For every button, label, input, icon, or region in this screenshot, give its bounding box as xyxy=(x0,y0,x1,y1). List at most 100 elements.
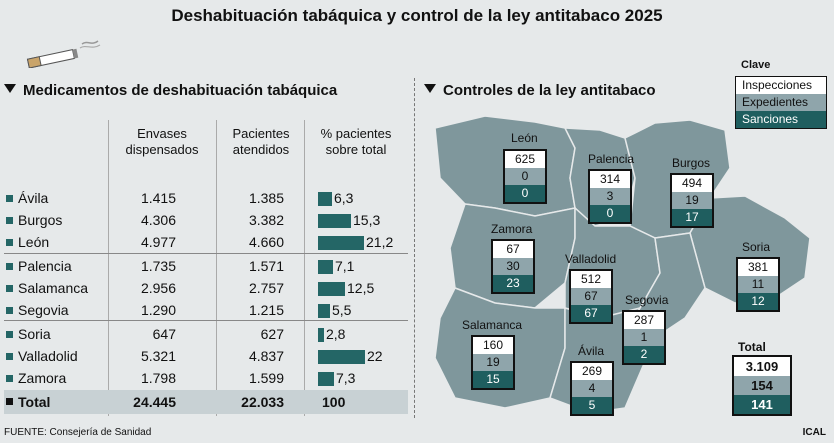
pacientes-value: 3.382 xyxy=(248,212,284,228)
expedientes-value: 1 xyxy=(624,329,664,346)
row-group-separator xyxy=(4,320,408,321)
pct-label: 7,3 xyxy=(336,370,356,386)
table-row: Valladolid 5.321 4.837 22 xyxy=(4,346,408,368)
table-row: Soria 647 627 2,8 xyxy=(4,324,408,346)
pct-label: 22 xyxy=(367,348,383,364)
map-box-palencia: 314 3 0 xyxy=(588,169,632,224)
map-box-segovia: 287 1 2 xyxy=(622,310,666,365)
expedientes-value: 11 xyxy=(738,276,778,293)
envases-value: 1.798 xyxy=(140,370,176,386)
pct-label: 15,3 xyxy=(353,212,381,228)
section-divider xyxy=(414,78,415,418)
sanciones-value: 67 xyxy=(571,305,611,322)
expedientes-value: 19 xyxy=(473,354,513,371)
legend-expedientes: Expedientes xyxy=(736,94,826,111)
province-name: Ávila xyxy=(18,190,49,206)
map-box-avila: 269 4 5 xyxy=(570,361,614,416)
map-box-soria: 381 11 12 xyxy=(736,257,780,312)
inspecciones-value: 494 xyxy=(672,175,712,192)
table-row: Burgos 4.306 3.382 15,3 xyxy=(4,210,408,232)
row-bullet xyxy=(6,285,13,292)
legend: Inspecciones Expedientes Sanciones xyxy=(735,76,827,129)
legend-inspecciones: Inspecciones xyxy=(736,77,826,94)
table-row: León 4.977 4.660 21,2 xyxy=(4,232,408,254)
row-bullet xyxy=(6,375,13,382)
expedientes-value: 30 xyxy=(493,258,533,275)
legend-sanciones: Sanciones xyxy=(736,111,826,128)
envases-value: 2.956 xyxy=(140,280,176,296)
pct-bar xyxy=(318,236,364,250)
province-name: Zamora xyxy=(18,370,67,386)
pacientes-value: 1.599 xyxy=(248,370,284,386)
pct-label: 2,8 xyxy=(326,326,346,342)
inspecciones-value: 269 xyxy=(572,363,612,380)
map-box-leon: 625 0 0 xyxy=(503,149,547,204)
table-row: Zamora 1.798 1.599 7,3 xyxy=(4,368,408,390)
inspecciones-value: 625 xyxy=(505,151,545,168)
pacientes-value: 4.837 xyxy=(248,348,284,364)
sanciones-value: 15 xyxy=(473,371,513,388)
province-name: Burgos xyxy=(18,212,63,228)
table-row: Ávila 1.415 1.385 6,3 xyxy=(4,188,408,210)
triangle-down-icon xyxy=(424,84,436,93)
table-total-row: Total 24.445 22.033 100 xyxy=(4,390,408,414)
sanciones-value: 5 xyxy=(572,397,612,414)
expedientes-value: 19 xyxy=(672,192,712,209)
map-total-box: 3.109 154 141 xyxy=(732,355,792,416)
triangle-down-icon xyxy=(4,84,16,93)
envases-value: 4.977 xyxy=(140,234,176,250)
pct-label: 7,1 xyxy=(335,258,355,274)
map-box-zamora: 67 30 23 xyxy=(491,239,535,294)
table-row: Salamanca 2.956 2.757 12,5 xyxy=(4,278,408,300)
sanciones-value: 17 xyxy=(672,209,712,226)
pct-bar xyxy=(318,304,330,318)
pct-bar xyxy=(318,214,351,228)
left-section-title: Medicamentos de deshabituación tabáquica xyxy=(4,82,337,99)
total-pacientes: 22.033 xyxy=(241,394,284,410)
inspecciones-value: 381 xyxy=(738,259,778,276)
map-label-soria: Soria xyxy=(742,240,771,254)
legend-title: Clave xyxy=(741,59,771,71)
map-label-zamora: Zamora xyxy=(491,222,533,236)
pct-bar xyxy=(318,192,332,206)
map-box-valladolid: 512 67 67 xyxy=(569,269,613,324)
inspecciones-value: 512 xyxy=(571,271,611,288)
province-name: Valladolid xyxy=(18,348,78,364)
sanciones-value: 23 xyxy=(493,275,533,292)
row-bullet xyxy=(6,353,13,360)
header-pacientes: Pacientes atendidos xyxy=(232,126,290,157)
envases-value: 1.415 xyxy=(140,190,176,206)
total-pct: 100 xyxy=(322,394,346,410)
pct-label: 21,2 xyxy=(366,234,394,250)
sanciones-value: 0 xyxy=(590,205,630,222)
map-label-leon: León xyxy=(511,131,538,145)
total-expedientes: 154 xyxy=(734,376,790,395)
sanciones-value: 2 xyxy=(624,346,664,363)
brand-logo: ICAL xyxy=(802,427,826,438)
pct-bar xyxy=(318,328,324,342)
envases-value: 5.321 xyxy=(140,348,176,364)
sanciones-value: 0 xyxy=(505,185,545,202)
total-bullet xyxy=(6,398,13,405)
cigarette-icon xyxy=(26,40,101,68)
header-porcentaje: % pacientes sobre total xyxy=(320,126,392,157)
pct-bar xyxy=(318,282,345,296)
header-envases: Envases dispensados xyxy=(125,126,199,157)
column-divider xyxy=(304,120,305,416)
right-section-title: Controles de la ley antitabaco xyxy=(424,82,656,99)
pct-bar xyxy=(318,350,365,364)
province-name: León xyxy=(18,234,50,250)
map-box-salamanca: 160 19 15 xyxy=(471,335,515,390)
province-name: Segovia xyxy=(18,302,69,318)
row-bullet xyxy=(6,217,13,224)
total-envases: 24.445 xyxy=(133,394,176,410)
source-note: FUENTE: Consejería de Sanidad xyxy=(4,427,152,438)
province-soria xyxy=(689,195,811,304)
total-label: Total xyxy=(18,394,51,410)
expedientes-value: 0 xyxy=(505,168,545,185)
row-bullet xyxy=(6,331,13,338)
map-label-salamanca: Salamanca xyxy=(462,318,523,332)
pacientes-value: 4.660 xyxy=(248,234,284,250)
envases-value: 647 xyxy=(152,326,176,342)
pct-bar xyxy=(318,372,334,386)
